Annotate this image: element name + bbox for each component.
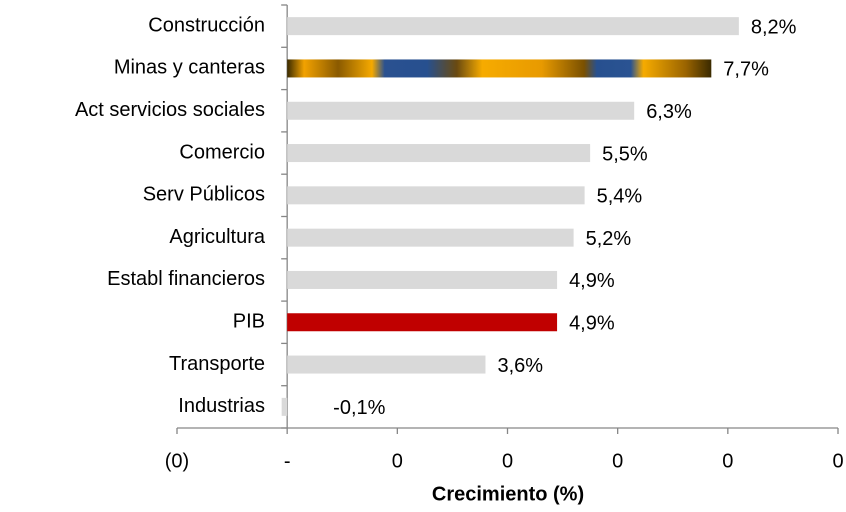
x-axis-title: Crecimiento (%)	[432, 483, 584, 505]
category-label: Agricultura	[169, 226, 265, 248]
bar	[287, 144, 591, 163]
category-label: Act servicios sociales	[75, 99, 265, 121]
category-label: Establ financieros	[107, 268, 265, 290]
value-label: 7,7%	[723, 59, 769, 81]
value-label: 5,2%	[586, 228, 632, 250]
value-label: 4,9%	[569, 313, 615, 335]
value-label: 3,6%	[497, 355, 543, 377]
category-label: Construcción	[148, 14, 265, 36]
x-tick-label: 0	[832, 450, 843, 472]
bar	[287, 101, 635, 120]
x-tick-label: 0	[392, 450, 403, 472]
bar	[281, 397, 288, 416]
x-tick-label: 0	[612, 450, 623, 472]
category-label: Industrias	[178, 395, 265, 417]
bar	[287, 355, 486, 374]
bar	[287, 313, 558, 332]
bar	[287, 270, 558, 289]
x-tick-label: (0)	[165, 450, 189, 472]
bar	[287, 228, 574, 247]
category-label: Minas y canteras	[114, 57, 265, 79]
value-label: 4,9%	[569, 270, 615, 292]
value-label: 6,3%	[646, 101, 692, 123]
value-label: 8,2%	[751, 16, 797, 38]
x-tick-label: 0	[502, 450, 513, 472]
value-label: 5,5%	[602, 143, 648, 165]
value-label: -0,1%	[333, 397, 385, 419]
x-tick-label: -	[284, 450, 291, 472]
category-label: PIB	[233, 311, 265, 333]
x-tick-label: 0	[722, 450, 733, 472]
category-label: Comercio	[179, 141, 265, 163]
bar	[287, 186, 585, 205]
bar	[287, 17, 739, 36]
category-label: Serv Públicos	[143, 184, 265, 206]
bar	[287, 59, 712, 78]
category-label: Transporte	[169, 353, 265, 375]
value-label: 5,4%	[597, 186, 643, 208]
